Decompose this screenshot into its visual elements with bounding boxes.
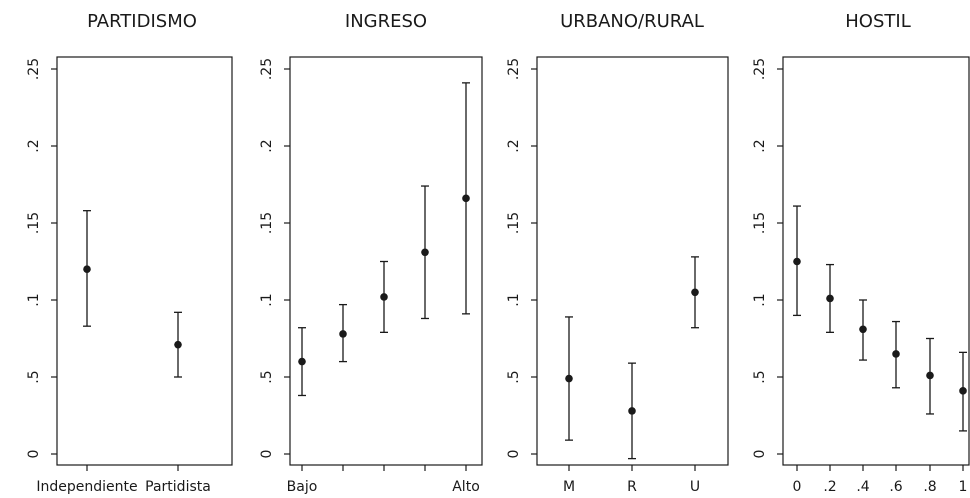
point-estimate [793,257,801,266]
y-tick-label: .2 [259,139,275,152]
y-tick-label: .25 [506,58,522,80]
y-tick-label: .1 [259,293,275,306]
y-tick-label: .25 [26,58,42,80]
plot-frame [56,56,233,466]
point-estimate [926,371,934,380]
y-tick-label: .15 [26,212,42,234]
y-tick-label: .15 [752,212,768,234]
y-tick-label: 0 [506,450,522,459]
point-estimate [959,387,967,395]
point-estimate [691,288,699,297]
x-tick-label: Alto [452,479,480,495]
x-tick-label: Partidista [145,479,211,495]
y-tick-label: .15 [506,212,522,234]
x-tick-label: .8 [923,479,936,495]
y-tick-label: .1 [506,293,522,306]
panel-title: INGRESO [345,11,427,32]
point-estimate [298,357,306,366]
panel-0: PARTIDISMO 0 .5 .1 .15 .2 .25 Independiente Part… [26,11,233,495]
x-tick-label: 0 [793,479,802,495]
y-tick-label: .15 [259,212,275,234]
y-tick-label: .5 [259,370,275,383]
point-estimate [565,374,573,383]
x-tick-label: 1 [959,479,968,495]
y-tick-label: .25 [752,58,768,80]
y-tick-label: .1 [752,293,768,306]
x-tick-label: .4 [856,479,869,495]
point-estimate [859,325,867,334]
plot-frame [782,56,970,466]
panel-1: INGRESO 0 .5 .1 .15 .2 .25 Bajo Alto [259,11,483,495]
point-estimate [628,407,636,415]
y-tick-label: .5 [752,370,768,383]
point-estimate [462,194,470,203]
y-tick-label: .2 [506,139,522,152]
x-tick-label: .2 [823,479,836,495]
point-estimate [174,340,182,349]
y-tick-label: .2 [752,139,768,152]
panel-2: URBANO/RURAL 0 .5 .1 .15 .2 .25 M R U [506,11,729,495]
y-tick-label: .1 [26,293,42,306]
point-estimate [339,330,347,338]
plot-frame [289,56,483,466]
point-estimate [421,248,429,257]
y-tick-label: .25 [259,58,275,80]
x-tick-label: Bajo [287,479,318,495]
x-tick-label: M [563,479,575,495]
y-tick-label: .5 [506,370,522,383]
point-estimate [83,265,91,274]
x-tick-label: .6 [889,479,902,495]
panel-3: HOSTIL 0 .5 .1 .15 .2 .25 0 .2 .4 .6 .8 1 [752,11,970,495]
panel-title: PARTIDISMO [87,11,197,32]
panel-title: URBANO/RURAL [560,11,704,32]
y-tick-label: 0 [259,450,275,459]
y-tick-label: .2 [26,139,42,152]
y-tick-label: .5 [26,370,42,383]
x-tick-label: U [690,479,700,495]
y-tick-label: 0 [26,450,42,459]
point-estimate [826,294,834,303]
point-estimate [380,293,388,301]
panel-title: HOSTIL [845,11,910,32]
x-tick-label: Independiente [36,479,137,495]
x-tick-label: R [627,479,637,495]
point-estimate [892,350,900,358]
y-tick-label: 0 [752,450,768,459]
